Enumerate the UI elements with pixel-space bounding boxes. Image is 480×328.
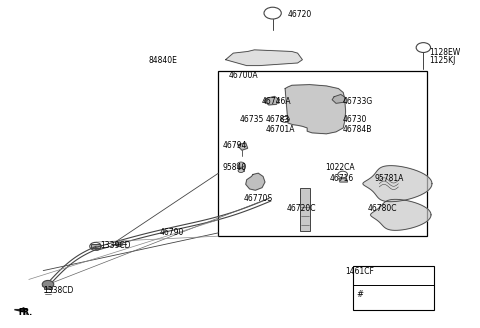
Text: 46784B: 46784B — [343, 125, 372, 134]
Polygon shape — [14, 308, 27, 312]
Circle shape — [116, 242, 122, 247]
Text: 1338CD: 1338CD — [43, 286, 73, 296]
Text: 1461CF: 1461CF — [346, 267, 374, 276]
Bar — [44, 284, 52, 289]
Text: 46730: 46730 — [343, 115, 367, 124]
Polygon shape — [339, 179, 348, 182]
Text: 46794: 46794 — [222, 141, 247, 151]
Text: 46770S: 46770S — [243, 194, 273, 203]
Text: 95781A: 95781A — [374, 174, 404, 183]
Polygon shape — [246, 173, 265, 190]
Text: 46720C: 46720C — [287, 204, 316, 214]
Text: 46735: 46735 — [240, 115, 264, 124]
Bar — [300, 188, 310, 231]
Polygon shape — [264, 96, 279, 105]
Text: 46701A: 46701A — [266, 125, 295, 134]
Polygon shape — [332, 94, 346, 103]
Text: 1125KJ: 1125KJ — [430, 56, 456, 65]
Text: 84840E: 84840E — [149, 56, 178, 65]
Text: 1128EW: 1128EW — [430, 48, 461, 57]
Text: 46783: 46783 — [266, 115, 290, 124]
Text: 46720: 46720 — [288, 10, 312, 19]
Circle shape — [238, 169, 244, 173]
Polygon shape — [363, 166, 432, 202]
Bar — [91, 244, 100, 248]
Polygon shape — [371, 199, 431, 230]
Circle shape — [42, 280, 54, 288]
Text: 46746A: 46746A — [262, 97, 292, 106]
Text: FR.: FR. — [18, 308, 32, 317]
Text: 95840: 95840 — [222, 163, 247, 172]
Polygon shape — [285, 85, 346, 134]
Text: 46790: 46790 — [159, 228, 184, 237]
Text: FR.: FR. — [18, 308, 30, 317]
Text: 46716: 46716 — [329, 174, 354, 183]
Text: 46780C: 46780C — [368, 204, 397, 214]
Text: 1022CA: 1022CA — [325, 163, 355, 172]
Polygon shape — [226, 50, 302, 66]
Bar — [353, 266, 434, 310]
Polygon shape — [238, 143, 248, 150]
Text: 46733G: 46733G — [343, 97, 373, 106]
Bar — [238, 165, 244, 171]
Bar — [218, 71, 427, 236]
Text: 46700A: 46700A — [228, 71, 258, 80]
Text: #: # — [357, 290, 363, 299]
Text: 1339CD: 1339CD — [100, 240, 131, 250]
Circle shape — [237, 162, 245, 167]
